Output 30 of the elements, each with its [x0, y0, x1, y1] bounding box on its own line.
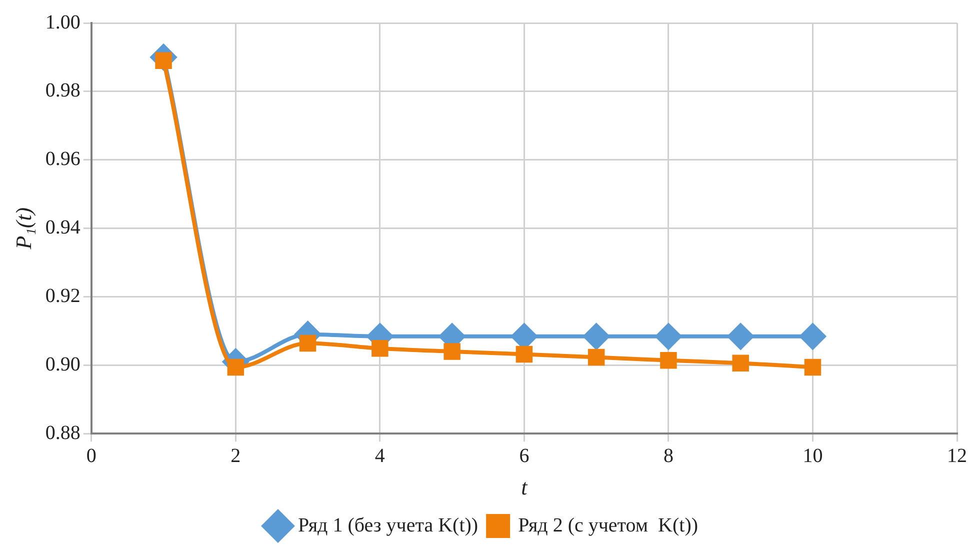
- y-tick-label: 1.00: [45, 11, 80, 34]
- legend-label: Ряд 2 (с учетом K(t)): [518, 514, 698, 536]
- point: [299, 334, 316, 352]
- x-tick-label: 6: [519, 444, 530, 467]
- point: [655, 323, 682, 350]
- y-tick-label: 0.98: [45, 80, 80, 102]
- x-tick-label: 2: [230, 444, 241, 467]
- point: [372, 340, 388, 357]
- point: [444, 343, 460, 360]
- point: [804, 358, 822, 376]
- y-tick-label: 0.96: [45, 148, 80, 170]
- point: [588, 348, 605, 366]
- x-axis-title: t: [521, 474, 528, 500]
- x-tick-label: 10: [802, 444, 823, 467]
- point: [800, 323, 826, 350]
- point: [732, 354, 749, 372]
- x-tick-label: 12: [947, 444, 967, 467]
- y-tick-label: 0.92: [45, 284, 80, 307]
- y-tick-label: 0.94: [45, 216, 80, 239]
- y-tick-label: 0.90: [45, 353, 80, 376]
- y-tick-label: 0.88: [45, 422, 80, 444]
- x-tick-label: 4: [374, 444, 385, 467]
- x-tick-label: 0: [86, 444, 96, 467]
- legend-label: Ряд 1 (без учета K(t)): [298, 514, 478, 536]
- point: [516, 346, 533, 363]
- point: [728, 323, 754, 350]
- point: [583, 323, 610, 350]
- y-axis-title: P₁(t): [10, 207, 36, 250]
- point: [660, 352, 677, 369]
- x-tick-label: 8: [663, 444, 674, 467]
